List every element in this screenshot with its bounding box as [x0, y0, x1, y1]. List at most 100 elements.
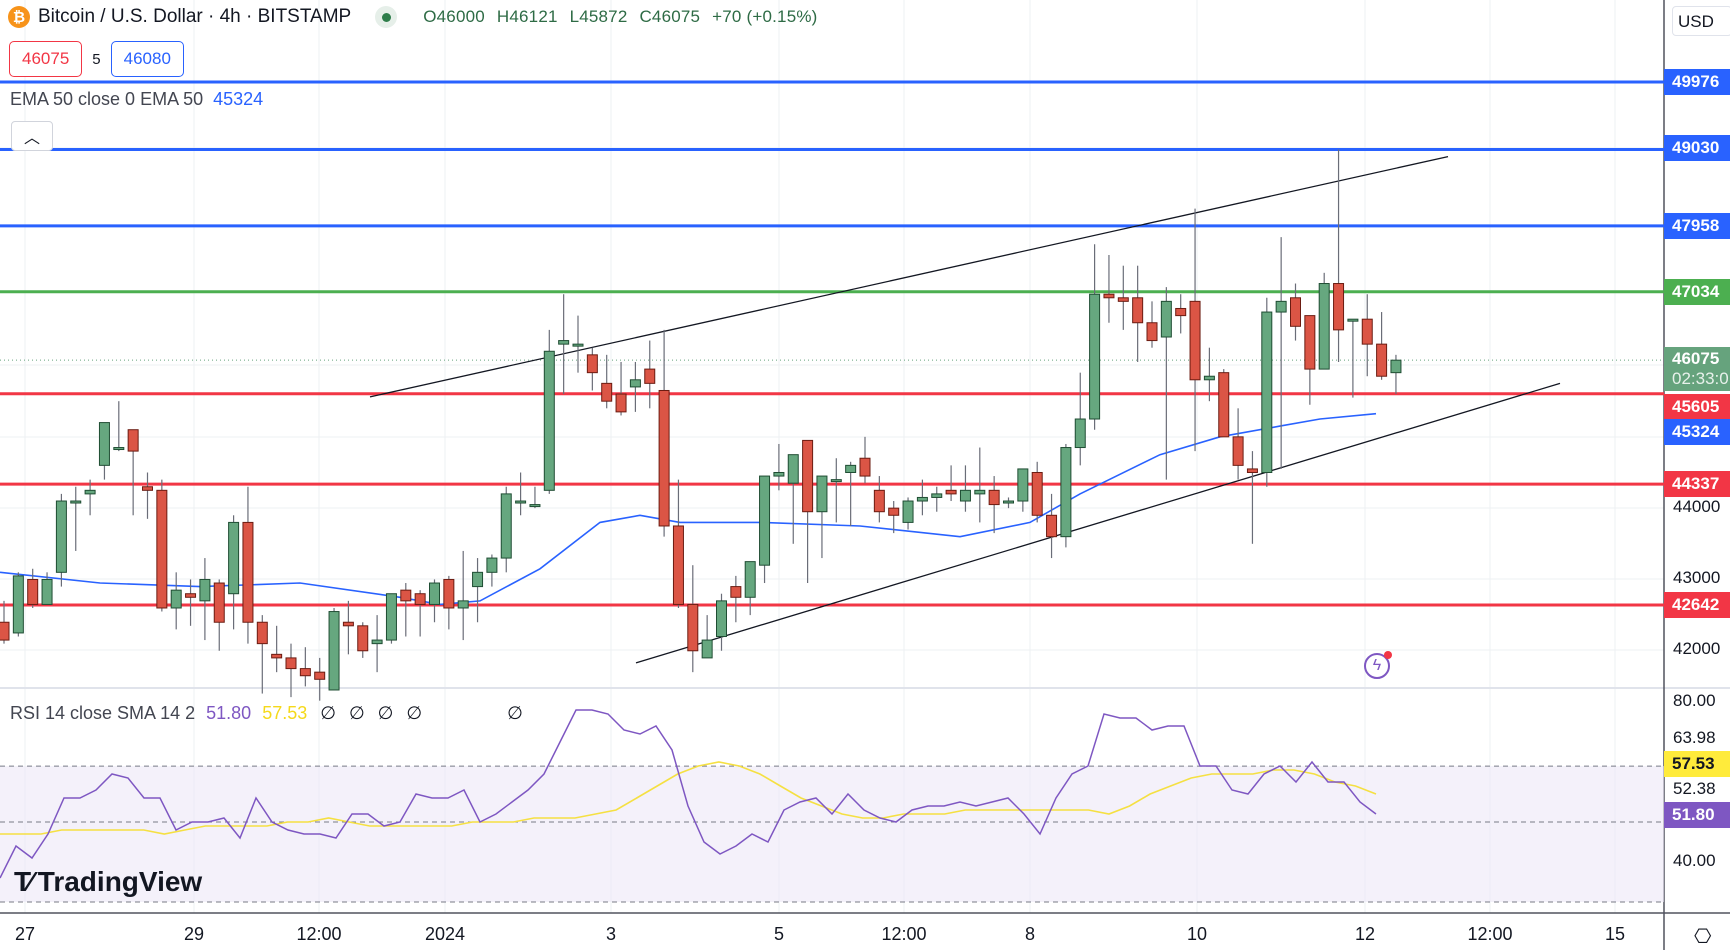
candle[interactable]	[644, 340, 656, 409]
candle[interactable]	[41, 572, 53, 605]
candle[interactable]	[1189, 208, 1201, 452]
candle[interactable]	[1304, 315, 1316, 405]
candle[interactable]	[0, 600, 10, 644]
collapse-legend-button[interactable]: ︿	[11, 121, 53, 151]
candle[interactable]	[1218, 369, 1230, 438]
candle[interactable]	[730, 575, 742, 623]
candle[interactable]	[1089, 244, 1101, 430]
candle[interactable]	[457, 550, 469, 641]
candle[interactable]	[1203, 347, 1215, 402]
candle[interactable]	[629, 361, 641, 412]
candle[interactable]	[1376, 312, 1388, 380]
candle[interactable]	[1003, 497, 1014, 509]
candle[interactable]	[529, 486, 541, 509]
ema-legend[interactable]: EMA 50 close 0 EMA 50 45324	[10, 89, 263, 110]
currency-selector[interactable]: USD	[1672, 6, 1730, 36]
candle[interactable]	[787, 454, 799, 544]
candle[interactable]	[601, 354, 613, 409]
candle[interactable]	[1103, 254, 1115, 323]
candle[interactable]	[299, 647, 311, 687]
candle[interactable]	[687, 565, 699, 673]
candle[interactable]	[515, 472, 527, 516]
buy-button[interactable]: 46080	[110, 41, 184, 77]
candle[interactable]	[271, 625, 283, 673]
candle[interactable]	[70, 486, 82, 551]
candle[interactable]	[1290, 283, 1301, 341]
candle[interactable]	[256, 615, 268, 694]
candle[interactable]	[27, 568, 39, 608]
candle[interactable]	[974, 447, 986, 523]
market-status-icon[interactable]	[375, 6, 398, 28]
candle[interactable]	[558, 294, 570, 395]
candle[interactable]	[988, 476, 1000, 534]
candle[interactable]	[1347, 318, 1359, 398]
candle[interactable]	[845, 461, 857, 526]
candle[interactable]	[945, 465, 957, 502]
candle[interactable]	[615, 361, 627, 416]
candle[interactable]	[701, 615, 713, 659]
tradingview-logo[interactable]: T⁄ TradingView	[14, 866, 202, 898]
candle[interactable]	[586, 347, 598, 391]
candle[interactable]	[328, 607, 340, 691]
candle[interactable]	[443, 575, 455, 630]
candle[interactable]	[357, 622, 369, 658]
candle[interactable]	[1146, 301, 1158, 348]
gear-icon[interactable]: ⎔	[1694, 926, 1712, 948]
candle[interactable]	[1232, 408, 1244, 480]
candle[interactable]	[55, 493, 67, 587]
candle[interactable]	[228, 515, 240, 630]
candle[interactable]	[1333, 149, 1345, 362]
candle[interactable]	[902, 497, 914, 530]
candle[interactable]	[199, 558, 211, 641]
candle[interactable]	[1046, 493, 1058, 559]
candle[interactable]	[1060, 443, 1072, 548]
candle[interactable]	[414, 590, 426, 637]
candle[interactable]	[127, 429, 139, 516]
candle[interactable]	[156, 479, 168, 612]
candle[interactable]	[830, 458, 842, 523]
candle[interactable]	[314, 657, 326, 701]
candle[interactable]	[543, 329, 555, 494]
candle[interactable]	[113, 401, 125, 452]
candle[interactable]	[1074, 372, 1086, 466]
candle[interactable]	[1390, 354, 1402, 395]
candle[interactable]	[959, 465, 971, 512]
candle[interactable]	[84, 479, 96, 516]
candle[interactable]	[12, 572, 24, 637]
candle[interactable]	[1017, 468, 1029, 512]
lightning-icon[interactable]: ϟ	[1364, 651, 1392, 679]
candle[interactable]	[1261, 297, 1273, 487]
symbol-title[interactable]: Bitcoin / U.S. Dollar · 4h · BITSTAMP	[38, 6, 352, 27]
trendline[interactable]	[369, 155, 1449, 398]
candle[interactable]	[1117, 265, 1129, 330]
candle[interactable]	[572, 315, 584, 373]
candle[interactable]	[385, 593, 397, 644]
candle[interactable]	[744, 561, 756, 616]
candle[interactable]	[185, 579, 197, 626]
candle[interactable]	[931, 486, 943, 512]
candle[interactable]	[773, 443, 785, 491]
candle[interactable]	[716, 593, 727, 651]
candle[interactable]	[142, 472, 153, 519]
candle[interactable]	[213, 579, 225, 651]
candle[interactable]	[1318, 272, 1330, 370]
candle[interactable]	[888, 501, 900, 534]
candle[interactable]	[1275, 237, 1287, 469]
candle[interactable]	[1361, 294, 1373, 377]
candle[interactable]	[1031, 461, 1043, 523]
candle[interactable]	[916, 479, 928, 516]
candle[interactable]	[658, 329, 670, 537]
candle[interactable]	[472, 558, 484, 623]
candle[interactable]	[873, 476, 885, 523]
candle[interactable]	[242, 486, 254, 644]
candle[interactable]	[400, 583, 412, 637]
candle[interactable]	[859, 436, 871, 484]
trendline[interactable]	[635, 382, 1561, 664]
candle[interactable]	[1175, 294, 1187, 334]
sell-button[interactable]: 46075	[9, 41, 83, 77]
candle[interactable]	[816, 475, 828, 559]
candle[interactable]	[371, 615, 383, 673]
candle[interactable]	[759, 475, 771, 584]
candle[interactable]	[342, 600, 354, 655]
